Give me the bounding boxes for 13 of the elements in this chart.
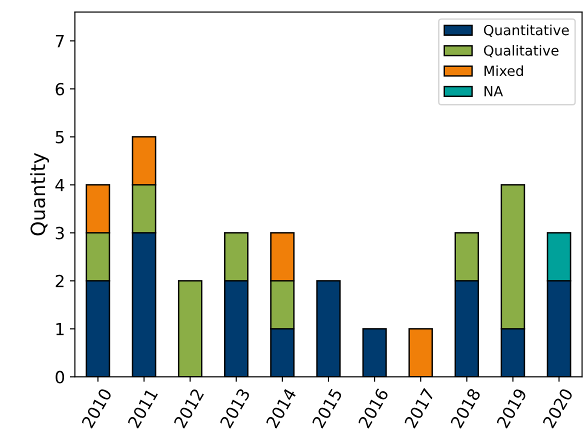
y-tick-label: 7 — [56, 35, 64, 48]
y-tick-label: 6 — [56, 82, 64, 96]
y-tick-label: 4 — [55, 179, 64, 192]
legend-label: Mixed — [484, 65, 523, 76]
y-axis-title: Quantity — [30, 153, 49, 236]
y-tick-label: 2 — [56, 274, 64, 288]
y-tick-label: 0 — [56, 370, 64, 384]
legend-label: Qualitative — [484, 44, 558, 58]
y-tick-label: 3 — [56, 226, 64, 240]
legend-label: Quantitative — [484, 24, 569, 37]
y-tick-label: 5 — [56, 131, 64, 144]
legend-label: NA — [484, 86, 503, 96]
y-tick-label: 1 — [56, 323, 64, 336]
